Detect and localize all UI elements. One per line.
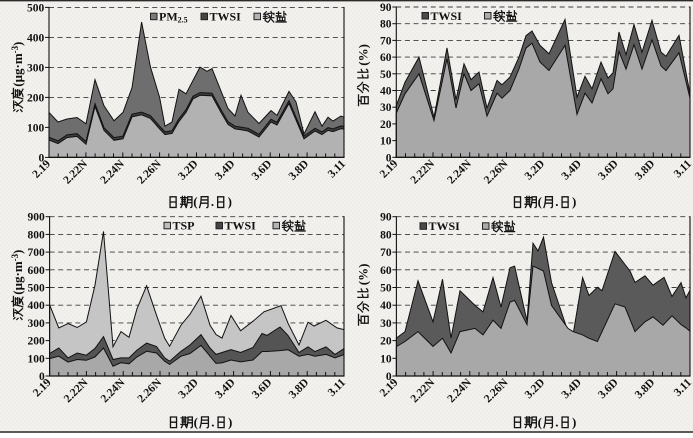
svg-text:0: 0 [38, 152, 44, 164]
svg-text:0: 0 [386, 371, 392, 383]
svg-text:60: 60 [380, 265, 392, 277]
svg-text:.: . [555, 414, 558, 429]
svg-text:): ) [572, 194, 576, 209]
svg-text:300: 300 [27, 62, 45, 74]
svg-text:900: 900 [28, 212, 46, 224]
svg-text:20: 20 [380, 336, 392, 348]
svg-text:0: 0 [386, 152, 392, 164]
svg-text:80: 80 [380, 229, 392, 241]
svg-text:30: 30 [380, 102, 392, 114]
svg-text:(: ( [538, 414, 542, 429]
svg-text:(%): (%) [355, 264, 370, 286]
svg-text:(%): (%) [355, 44, 370, 66]
svg-text:500: 500 [28, 283, 46, 295]
svg-text:70: 70 [380, 35, 392, 47]
svg-text:(: ( [193, 194, 197, 209]
svg-text:80: 80 [380, 19, 392, 31]
svg-text:.: . [211, 414, 214, 429]
svg-text:TWSI: TWSI [429, 219, 461, 233]
svg-text:50: 50 [380, 69, 392, 81]
svg-text:TSP: TSP [173, 219, 195, 233]
svg-text:60: 60 [380, 52, 392, 64]
svg-text:200: 200 [28, 336, 46, 348]
svg-text:400: 400 [28, 300, 46, 312]
svg-text:50: 50 [380, 283, 392, 295]
svg-text:800: 800 [28, 229, 46, 241]
svg-text:40: 40 [380, 86, 392, 98]
svg-text:90: 90 [380, 212, 392, 224]
svg-text:): ) [228, 194, 232, 209]
svg-text:600: 600 [28, 265, 46, 277]
svg-text:TWSI: TWSI [225, 219, 257, 233]
svg-text:100: 100 [27, 122, 45, 134]
svg-text:300: 300 [28, 318, 46, 330]
svg-text:(: ( [194, 414, 198, 429]
svg-text:0: 0 [39, 371, 45, 383]
svg-text:700: 700 [28, 247, 46, 259]
svg-text:70: 70 [380, 247, 392, 259]
svg-text:90: 90 [380, 2, 392, 14]
svg-text:.: . [211, 194, 214, 209]
svg-text:200: 200 [27, 92, 45, 104]
svg-text:TWSI: TWSI [210, 10, 242, 24]
svg-text:30: 30 [380, 318, 392, 330]
svg-text:500: 500 [27, 2, 45, 14]
svg-text:40: 40 [380, 300, 392, 312]
svg-text:10: 10 [380, 353, 392, 365]
svg-text:): ) [572, 414, 576, 429]
svg-text:10: 10 [380, 136, 392, 148]
svg-text:(: ( [538, 194, 542, 209]
svg-text:100: 100 [28, 353, 46, 365]
svg-text:20: 20 [380, 119, 392, 131]
svg-text:.: . [555, 194, 558, 209]
svg-text:): ) [228, 414, 232, 429]
svg-text:TWSI: TWSI [431, 9, 463, 23]
svg-text:400: 400 [27, 32, 45, 44]
